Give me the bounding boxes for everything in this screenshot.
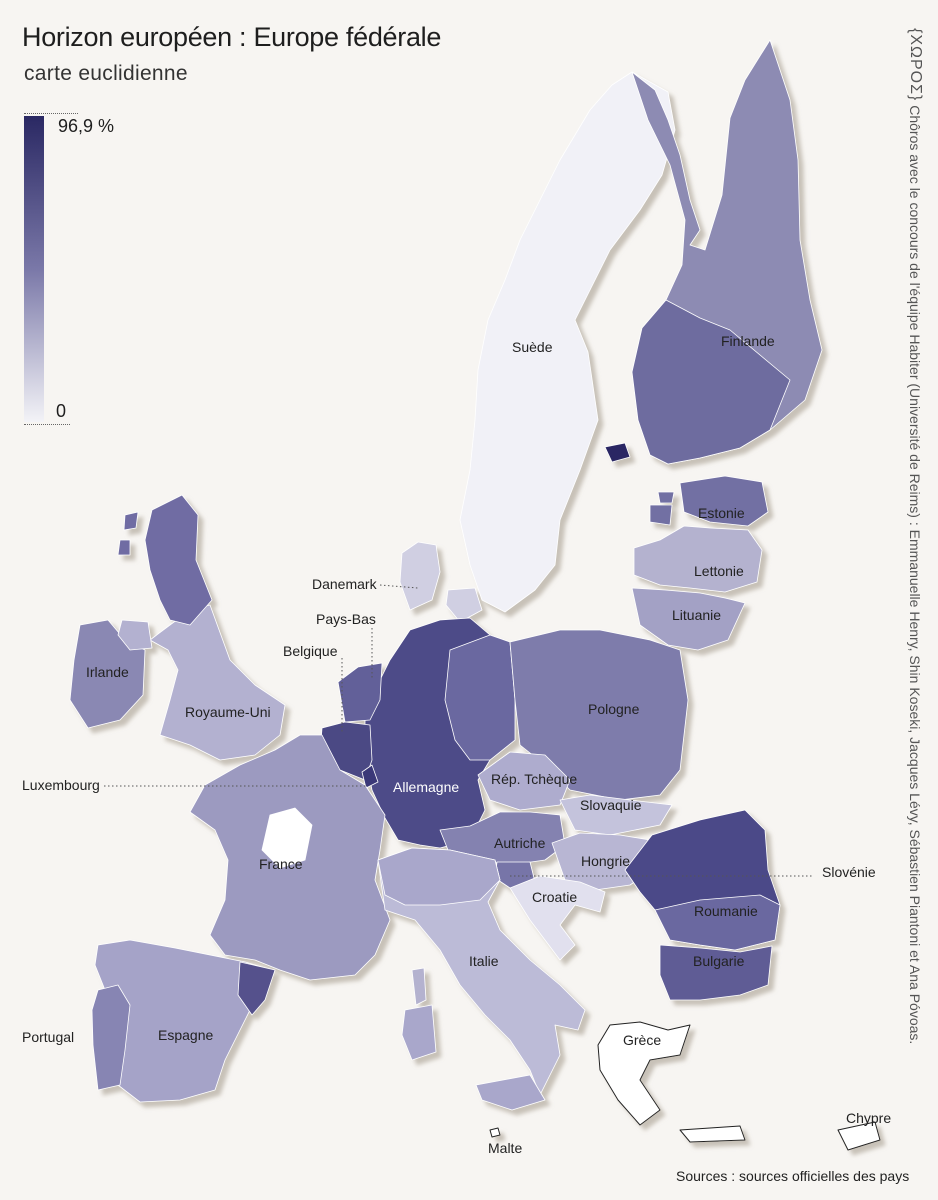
label-italie: Italie <box>469 953 499 969</box>
label-belgique: Belgique <box>283 643 338 659</box>
region-croatie <box>509 875 606 961</box>
label-bulgarie: Bulgarie <box>693 953 745 969</box>
label-autriche: Autriche <box>494 835 546 851</box>
label-roumanie: Roumanie <box>694 903 758 919</box>
label-chypre: Chypre <box>846 1110 892 1126</box>
region-danemark-islands <box>445 587 483 623</box>
region-slovaquie <box>559 794 673 836</box>
region-portugal <box>91 984 131 1091</box>
region-danemark <box>399 541 441 611</box>
label-lituanie: Lituanie <box>672 607 722 623</box>
region-ecosse <box>144 494 213 626</box>
label-espagne: Espagne <box>158 1027 214 1043</box>
choros-logo: {ΧΩΡΟΣ} <box>907 28 924 102</box>
region-estonie <box>679 475 769 527</box>
label-estonie: Estonie <box>698 505 745 521</box>
region-royaume-uni <box>149 604 286 761</box>
label-grece: Grèce <box>623 1032 662 1048</box>
region-italie-north <box>377 847 501 906</box>
legend-max-tick <box>24 113 78 114</box>
map-subtitle: carte euclidienne <box>24 62 188 85</box>
region-roumanie-south <box>654 894 781 951</box>
label-portugal: Portugal <box>22 1029 75 1045</box>
region-irlande <box>69 619 146 729</box>
label-slovaquie: Slovaquie <box>580 797 642 813</box>
label-france: France <box>259 856 303 872</box>
sources-note: Sources : sources officielles des pays <box>676 1168 910 1184</box>
map-title: Horizon européen : Europe fédérale <box>22 22 442 52</box>
region-rep-tcheque <box>477 751 571 811</box>
region-irlande-du-nord <box>117 619 153 651</box>
legend-max-label: 96,9 % <box>58 116 115 136</box>
region-crete <box>679 1125 746 1143</box>
label-rep-tcheque: Rép. Tchèque <box>491 771 578 787</box>
region-pologne <box>509 629 689 801</box>
label-pologne: Pologne <box>588 701 640 717</box>
credits-vertical: {ΧΩΡΟΣ} Chôros avec le concours de l'équ… <box>898 28 924 1103</box>
legend-min-tick <box>24 424 70 425</box>
label-allemagne: Allemagne <box>393 779 460 795</box>
region-malte <box>489 1127 501 1138</box>
region-catalogne <box>237 961 276 1016</box>
region-france-idf <box>261 807 313 869</box>
region-corse <box>411 967 427 1006</box>
region-bulgarie <box>659 944 773 1001</box>
region-chypre <box>837 1121 881 1151</box>
label-danemark: Danemark <box>312 576 377 592</box>
region-aland <box>604 442 631 463</box>
label-hongrie: Hongrie <box>581 853 631 869</box>
region-estonie-islands <box>649 491 675 526</box>
region-lettonie <box>633 525 763 593</box>
label-slovenie: Slovénie <box>822 864 876 880</box>
legend-color-bar <box>24 116 44 422</box>
region-suede <box>459 71 676 613</box>
region-luxembourg <box>361 764 379 789</box>
region-ecosse-islands <box>117 511 139 556</box>
label-luxembourg: Luxembourg <box>22 777 100 793</box>
region-sicile <box>475 1074 546 1111</box>
label-irlande: Irlande <box>86 664 129 680</box>
label-royaume-uni: Royaume-Uni <box>185 704 271 720</box>
label-malte: Malte <box>488 1140 523 1156</box>
region-grece <box>597 1021 691 1126</box>
region-sardaigne <box>401 1004 437 1061</box>
label-lettonie: Lettonie <box>694 563 744 579</box>
label-croatie: Croatie <box>532 889 578 905</box>
legend-min-label: 0 <box>56 401 67 421</box>
label-pays-bas: Pays-Bas <box>316 611 376 627</box>
credits-text: Chôros avec le concours de l'équipe Habi… <box>907 105 923 1045</box>
region-allemagne-east <box>444 634 516 761</box>
region-lituanie <box>631 587 746 651</box>
region-finlande-south <box>631 299 791 465</box>
label-suede: Suède <box>512 339 553 355</box>
label-finlande: Finlande <box>721 333 775 349</box>
